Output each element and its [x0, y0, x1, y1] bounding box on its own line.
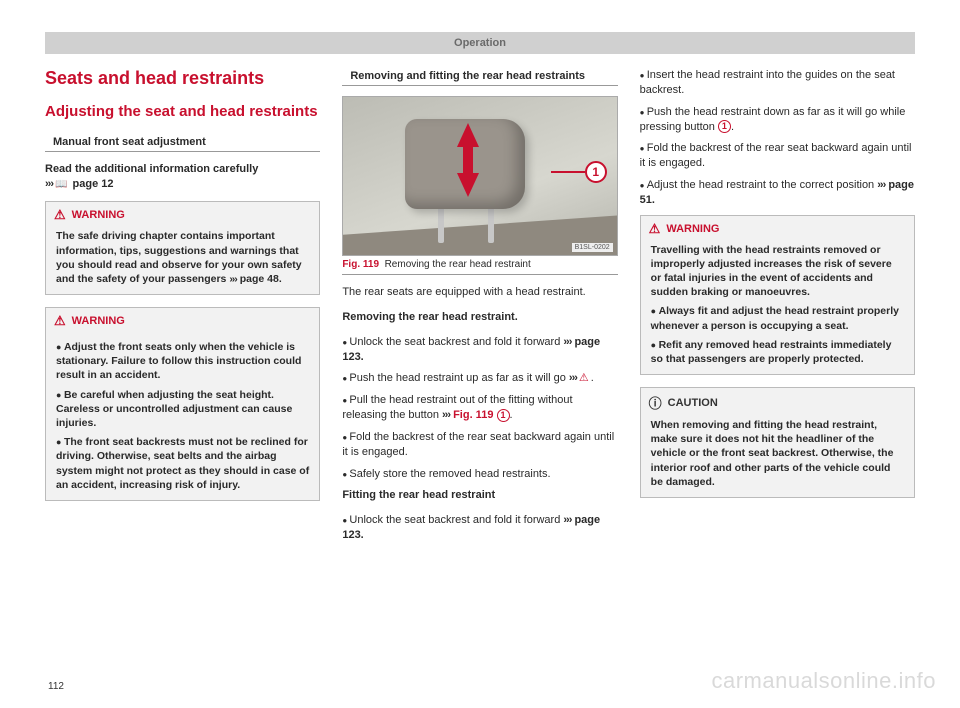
figure-number: Fig. 119 — [342, 259, 379, 270]
callout-ref-1: 1 — [497, 409, 510, 422]
warn3-para: Travelling with the head restraints remo… — [651, 243, 904, 300]
crossref-arrows-icon: ››› — [45, 178, 53, 190]
headrest-post — [488, 205, 494, 243]
insert-step-1: Insert the head restraint into the guide… — [640, 68, 915, 98]
figure-119: 1 B1SL-0202 Fig. 119 Removing the rear h… — [342, 96, 617, 275]
fit1-text: Unlock the seat backrest and fold it for… — [349, 514, 563, 526]
crossref-arrows-icon: ››› — [442, 409, 450, 421]
crossref-arrows-icon: ››› — [229, 273, 237, 285]
subheading-remove-fit: Removing and fitting the rear head restr… — [342, 68, 617, 86]
insert-step-2: Push the head restraint down as far as i… — [640, 105, 915, 135]
caution-box: CAUTION When removing and fitting the he… — [640, 387, 915, 498]
warning-body-2: Adjust the front seats only when the veh… — [46, 331, 319, 500]
section-header: Operation — [45, 32, 915, 54]
arrow-up-icon — [457, 123, 479, 147]
caution-body: When removing and fitting the head restr… — [641, 414, 914, 497]
figure-image: 1 B1SL-0202 — [342, 96, 617, 256]
figure-callout: 1 — [551, 161, 607, 183]
info-circle-icon — [649, 393, 662, 412]
book-icon — [53, 178, 69, 190]
remove-step-4: Fold the backrest of the rear seat backw… — [342, 430, 617, 460]
warning-label-2: WARNING — [72, 315, 125, 327]
heading-fitting: Fitting the rear head restraint — [342, 488, 617, 503]
remove3-end: . — [510, 409, 513, 421]
warn3-item2: Refit any removed head restraints immedi… — [651, 338, 904, 366]
warn3-item1: Always fit and adjust the head restraint… — [651, 304, 904, 332]
content-columns: Seats and head restraints Adjusting the … — [45, 68, 915, 550]
remove2-text: Push the head restraint up as far as it … — [349, 372, 569, 384]
column-2: Removing and fitting the rear head restr… — [342, 68, 617, 550]
warning-label-1: WARNING — [72, 209, 125, 221]
insert2-end: . — [731, 121, 734, 133]
remove-step-3: Pull the head restraint out of the fitti… — [342, 393, 617, 423]
caution-label: CAUTION — [668, 397, 718, 409]
callout-line — [551, 171, 585, 173]
figure-caption: Fig. 119 Removing the rear head restrain… — [342, 256, 617, 275]
warn2-item2: Be careful when adjusting the seat heigh… — [56, 388, 309, 431]
heading-fitting-text: Fitting the rear head restraint — [342, 489, 495, 501]
subheading-manual-adjust: Manual front seat adjustment — [45, 134, 320, 152]
crossref-arrows-icon: ››› — [877, 179, 885, 191]
warning-head-2: WARNING — [46, 308, 319, 331]
warning-label-3: WARNING — [666, 223, 719, 235]
warning-triangle-icon — [577, 372, 591, 384]
figure-code: B1SL-0202 — [572, 243, 613, 252]
remove-step-1: Unlock the seat backrest and fold it for… — [342, 335, 617, 365]
headrest-post — [438, 205, 444, 243]
heading-removing: Removing the rear head restraint. — [342, 310, 617, 325]
insert4-text: Adjust the head restraint to the correct… — [647, 179, 878, 191]
intro-line1: Read the additional information carefull… — [45, 163, 258, 175]
topic-heading: Adjusting the seat and head restraints — [45, 103, 320, 122]
column-1: Seats and head restraints Adjusting the … — [45, 68, 320, 550]
warning-triangle-icon — [54, 313, 66, 329]
remove2-end: . — [591, 372, 594, 384]
manual-page: Operation Seats and head restraints Adju… — [45, 0, 915, 550]
warning-head-3: WARNING — [641, 216, 914, 239]
crossref-arrows-icon: ››› — [569, 372, 577, 384]
col2-intro: The rear seats are equipped with a head … — [342, 285, 617, 300]
caution-head: CAUTION — [641, 388, 914, 414]
warn2-item3: The front seat backrests must not be rec… — [56, 435, 309, 492]
warning-body-3: Travelling with the head restraints remo… — [641, 239, 914, 374]
warning-triangle-icon — [649, 221, 661, 237]
fig-ref-119: Fig. 119 — [453, 409, 493, 421]
warning-box-1: WARNING The safe driving chapter contain… — [45, 201, 320, 295]
page-title: Seats and head restraints — [45, 68, 320, 89]
page-ref-12: page 12 — [73, 178, 114, 190]
warn2-item1: Adjust the front seats only when the veh… — [56, 340, 309, 383]
insert2-text: Push the head restraint down as far as i… — [640, 106, 906, 133]
warning-triangle-icon — [54, 207, 66, 223]
arrow-down-icon — [457, 173, 479, 197]
figure-caption-text: Removing the rear head restraint — [385, 259, 531, 270]
warning-body-1: The safe driving chapter contains import… — [46, 225, 319, 294]
warning-box-2: WARNING Adjust the front seats only when… — [45, 307, 320, 501]
fit-step-1: Unlock the seat backrest and fold it for… — [342, 513, 617, 543]
remove-step-2: Push the head restraint up as far as it … — [342, 371, 617, 386]
callout-ref-1b: 1 — [718, 120, 731, 133]
callout-number-1: 1 — [585, 161, 607, 183]
remove1-text: Unlock the seat backrest and fold it for… — [349, 336, 563, 348]
intro-text: Read the additional information carefull… — [45, 162, 320, 192]
watermark: carmanualsonline.info — [711, 668, 936, 694]
insert-step-4: Adjust the head restraint to the correct… — [640, 178, 915, 208]
remove-step-5: Safely store the removed head restraints… — [342, 467, 617, 482]
crossref-arrows-icon: ››› — [563, 336, 571, 348]
warning-head-1: WARNING — [46, 202, 319, 225]
crossref-arrows-icon: ››› — [563, 514, 571, 526]
page-number: 112 — [48, 681, 64, 692]
heading-removing-text: Removing the rear head restraint. — [342, 311, 517, 323]
warning-box-3: WARNING Travelling with the head restrai… — [640, 215, 915, 375]
page-ref-48: page 48. — [240, 273, 282, 285]
insert-step-3: Fold the backrest of the rear seat backw… — [640, 141, 915, 171]
column-3: Insert the head restraint into the guide… — [640, 68, 915, 550]
